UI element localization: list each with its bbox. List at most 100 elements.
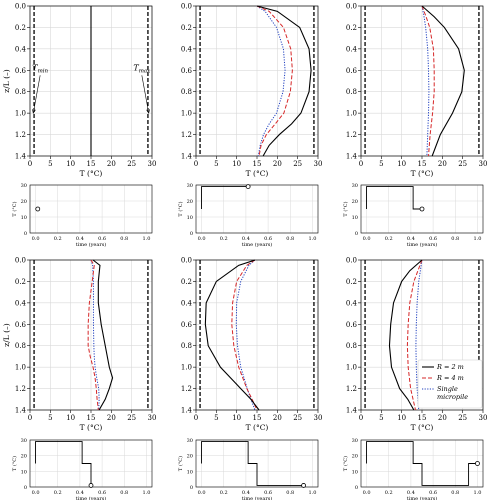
time-y-tick-label: 20	[21, 199, 27, 205]
x-tick-label: 30	[314, 160, 323, 168]
time-x-tick-label: 0.8	[451, 490, 459, 496]
time-x-tick-label: 0.6	[429, 236, 437, 242]
current-time-marker	[419, 206, 425, 212]
time-x-tick-label: 0.8	[120, 490, 128, 496]
y-tick-label: 0.4	[181, 299, 193, 307]
series-line-sm	[235, 259, 256, 411]
time-x-tick-label: 1.0	[473, 490, 481, 496]
x-tick-label: 0	[194, 160, 198, 168]
time-x-tick-label: 0.0	[32, 236, 40, 242]
time-x-tick-label: 0.6	[98, 490, 106, 496]
x-tick-label: 25	[458, 414, 467, 422]
time-x-tick-label: 1.0	[308, 236, 316, 242]
time-x-axis-label: time (years)	[76, 241, 107, 248]
current-time-marker	[35, 206, 41, 212]
x-tick-label: 10	[66, 160, 75, 168]
time-y-tick-label: 0	[24, 231, 27, 237]
time-y-tick-label: 10	[187, 469, 193, 475]
time-y-tick-label: 30	[21, 438, 27, 444]
y-tick-label: 0.0	[15, 3, 26, 11]
y-tick-label: 0.2	[346, 278, 357, 286]
x-axis-label: T (°C)	[411, 423, 434, 432]
time-y-tick-label: 10	[352, 469, 358, 475]
legend-label-sm: micropile	[437, 393, 468, 401]
x-tick-label: 20	[273, 414, 282, 422]
time-x-tick-label: 0.2	[54, 490, 62, 496]
x-tick-label: 25	[127, 414, 136, 422]
time-x-tick-label: 0.2	[385, 236, 393, 242]
y-tick-label: 1.0	[15, 110, 26, 118]
time-y-axis-label: T (°C)	[177, 456, 184, 471]
y-tick-label: 0.2	[346, 24, 357, 32]
x-tick-label: 30	[479, 160, 488, 168]
x-axis-label: T (°C)	[246, 423, 269, 432]
y-tick-label: 0.0	[346, 257, 357, 265]
y-tick-label: 1.2	[15, 385, 26, 393]
y-tick-label: 0.2	[15, 278, 26, 286]
series-line-r2	[204, 259, 260, 411]
x-axis-label: T (°C)	[246, 169, 269, 178]
panel-6: 0 5 10 15 20 25 30 0.0 0.2 0.4 0.6 0.8 1.0 1.2 1.4 T (°…	[342, 257, 487, 500]
time-x-tick-label: 0.6	[264, 236, 272, 242]
y-tick-label: 1.0	[181, 110, 192, 118]
time-x-tick-label: 0.0	[198, 490, 206, 496]
y-tick-label: 0.4	[346, 299, 358, 307]
time-y-axis-label: T (°C)	[177, 201, 184, 216]
annotation-arrowhead	[146, 109, 150, 114]
time-x-tick-label: 0.6	[264, 490, 272, 496]
annotation-arrowhead	[32, 109, 36, 114]
y-tick-label: 0.0	[181, 257, 192, 265]
y-tick-label: 1.2	[181, 385, 192, 393]
time-x-axis-label: time (years)	[407, 241, 438, 248]
time-plot-frame	[360, 439, 484, 488]
y-tick-label: 1.0	[346, 110, 357, 118]
time-x-tick-label: 0.8	[286, 490, 294, 496]
y-tick-label: 0.2	[181, 278, 192, 286]
time-y-tick-label: 30	[187, 183, 193, 189]
time-x-tick-label: 0.4	[242, 490, 250, 496]
time-x-tick-label: 0.0	[32, 490, 40, 496]
time-y-tick-label: 10	[352, 215, 358, 221]
x-tick-label: 25	[127, 160, 136, 168]
time-y-tick-label: 10	[21, 469, 27, 475]
annotation-subscript: max	[139, 68, 151, 74]
series-line-sm	[256, 5, 286, 157]
time-plot-frame	[195, 439, 319, 488]
x-axis-label: T (°C)	[411, 169, 434, 178]
time-y-tick-label: 0	[190, 485, 193, 491]
series-line-r4	[256, 5, 293, 157]
x-tick-label: 25	[293, 414, 302, 422]
time-x-tick-label: 0.4	[242, 236, 250, 242]
series-line-r4	[87, 259, 99, 411]
time-plot-frame	[29, 184, 153, 234]
y-tick-label: 1.2	[346, 385, 357, 393]
annotation-subscript: min	[38, 68, 49, 74]
y-tick-label: 0.6	[15, 67, 27, 75]
x-tick-label: 5	[48, 160, 52, 168]
time-y-tick-label: 30	[21, 183, 27, 189]
x-tick-label: 5	[214, 160, 218, 168]
x-tick-label: 15	[418, 414, 427, 422]
time-x-tick-label: 0.0	[363, 490, 371, 496]
time-y-axis-label: T (°C)	[11, 456, 18, 471]
x-tick-label: 30	[148, 160, 157, 168]
panel-4: 0 5 10 15 20 25 30 0.0 0.2 0.4 0.6 0.8 1.0 1.2 1.4 T (°…	[2, 257, 156, 500]
time-y-tick-label: 30	[187, 438, 193, 444]
y-tick-label: 0.6	[15, 321, 27, 329]
time-y-tick-label: 0	[355, 485, 358, 491]
time-x-tick-label: 1.0	[308, 490, 316, 496]
x-tick-label: 20	[273, 160, 282, 168]
x-tick-label: 5	[214, 414, 218, 422]
time-x-tick-label: 1.0	[473, 236, 481, 242]
series-line-sm	[421, 5, 430, 157]
time-x-tick-label: 0.4	[76, 236, 84, 242]
time-y-tick-label: 10	[187, 215, 193, 221]
time-y-tick-label: 20	[187, 199, 193, 205]
y-tick-label: 1.2	[15, 131, 26, 139]
x-tick-label: 0	[359, 160, 363, 168]
x-tick-label: 10	[397, 160, 406, 168]
time-y-tick-label: 0	[190, 231, 193, 237]
y-tick-label: 0.6	[346, 67, 358, 75]
time-x-axis-label: time (years)	[242, 495, 273, 500]
time-x-tick-label: 0.2	[220, 490, 228, 496]
